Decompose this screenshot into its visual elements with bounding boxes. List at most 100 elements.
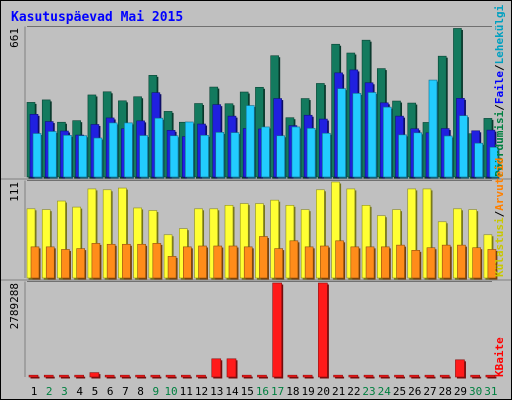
bar-kbaite-shadow xyxy=(45,376,55,379)
x-tick-label: 14 xyxy=(225,385,239,398)
bar-lehekülgi xyxy=(489,146,499,178)
bar-kbaite xyxy=(165,374,176,378)
bar-kbaite-shadow xyxy=(167,376,177,379)
bar-lehekülgi xyxy=(230,132,240,178)
legend-middle-panel: Külastusi/Arvuteid xyxy=(493,158,506,277)
bar-arvuteid xyxy=(183,246,192,279)
bar-kbaite xyxy=(348,374,359,378)
x-tick-label: 4 xyxy=(76,385,83,398)
bar-arvuteid xyxy=(411,250,421,279)
bar-kbaite-shadow xyxy=(60,376,70,379)
bar-arvuteid xyxy=(380,246,390,279)
bar-lehekülgi xyxy=(63,134,72,178)
bar-arvuteid xyxy=(426,247,436,279)
x-tick-label: 10 xyxy=(164,385,177,398)
bar-kbaite xyxy=(211,358,222,378)
bar-kbaite xyxy=(181,374,191,378)
bar-kbaite-shadow xyxy=(380,376,390,379)
bar-arvuteid xyxy=(152,243,162,279)
bar-kbaite xyxy=(28,374,39,378)
bar-arvuteid xyxy=(320,245,329,279)
bar-arvuteid xyxy=(61,249,70,279)
bar-arvuteid xyxy=(198,245,207,279)
bar-kbaite xyxy=(272,282,282,378)
bar-lehekülgi xyxy=(398,134,407,178)
bar-arvuteid xyxy=(122,243,131,279)
bar-lehekülgi xyxy=(47,131,57,178)
bar-kbaite-shadow xyxy=(243,376,253,379)
bar-arvuteid xyxy=(365,246,375,279)
bar-arvuteid xyxy=(335,240,344,279)
bar-lehekülgi xyxy=(474,142,483,178)
bar-kbaite xyxy=(196,374,206,378)
bar-lehekülgi xyxy=(382,106,392,178)
bar-lehekülgi xyxy=(245,105,255,178)
bar-lehekülgi xyxy=(291,126,301,178)
legend-entry: / xyxy=(493,104,506,111)
bar-kbaite-shadow xyxy=(411,376,421,379)
bar-kbaite-shadow xyxy=(472,376,482,379)
bar-lehekülgi xyxy=(428,79,438,178)
bar-lehekülgi xyxy=(154,117,164,178)
bar-arvuteid xyxy=(304,246,314,279)
bar-lehekülgi xyxy=(108,122,118,178)
bar-arvuteid xyxy=(350,246,360,279)
bar-lehekülgi xyxy=(276,135,285,178)
x-tick-label: 30 xyxy=(469,385,482,398)
bar-lehekülgi xyxy=(124,122,133,178)
bar-kbaite xyxy=(104,374,115,378)
bar-kbaite xyxy=(485,374,496,378)
bar-kbaite xyxy=(424,374,435,378)
bar-kbaite-shadow xyxy=(76,376,86,379)
bar-kbaite xyxy=(89,372,100,378)
bar-kbaite xyxy=(378,374,389,378)
x-tick-label: 12 xyxy=(195,385,208,398)
legend-entry: Külastusi xyxy=(493,217,506,277)
x-tick-label: 19 xyxy=(302,385,315,398)
bar-lehekülgi xyxy=(413,132,423,178)
bar-arvuteid xyxy=(76,248,85,279)
x-tick-label: 2 xyxy=(46,385,53,398)
bar-lehekülgi xyxy=(139,135,148,178)
x-tick-label: 13 xyxy=(210,385,223,398)
x-tick-label: 23 xyxy=(362,385,375,398)
bar-lehekülgi xyxy=(185,121,194,178)
bar-kbaite-shadow xyxy=(350,376,360,379)
bar-lehekülgi xyxy=(459,115,468,178)
bar-arvuteid xyxy=(289,240,299,279)
bar-kbaite-shadow xyxy=(441,376,451,379)
legend-entry: Lehekülgi xyxy=(493,4,506,64)
legend-entry: / xyxy=(493,210,506,217)
bar-lehekülgi xyxy=(337,88,346,178)
x-tick-label: 22 xyxy=(347,385,360,398)
bar-kbaite xyxy=(439,374,450,378)
bar-kbaite xyxy=(455,359,465,378)
x-tick-label: 18 xyxy=(286,385,299,398)
legend-entry: Pöördumisi xyxy=(493,110,506,177)
x-tick-label: 31 xyxy=(484,385,497,398)
bar-arvuteid xyxy=(457,244,466,279)
bar-arvuteid xyxy=(45,246,55,279)
bar-kbaite-shadow xyxy=(198,376,208,379)
x-tick-label: 5 xyxy=(92,385,99,398)
bar-kbaite xyxy=(287,374,298,378)
bar-arvuteid xyxy=(274,248,283,279)
bar-kbaite xyxy=(409,374,420,378)
bar-arvuteid xyxy=(259,236,268,279)
bar-lehekülgi xyxy=(261,126,270,178)
bar-lehekülgi xyxy=(443,135,453,178)
bar-lehekülgi xyxy=(78,135,87,178)
x-tick-label: 3 xyxy=(61,385,68,398)
bar-arvuteid xyxy=(167,256,177,279)
bar-lehekülgi xyxy=(215,132,225,178)
x-tick-label: 8 xyxy=(137,385,144,398)
y-axis-max-label: 661 xyxy=(8,28,21,48)
bar-arvuteid xyxy=(441,244,451,279)
legend-bottom-panel: KBaite xyxy=(493,337,506,377)
bar-kbaite-shadow xyxy=(487,376,497,379)
bar-kbaite xyxy=(59,374,69,378)
bar-kbaite xyxy=(302,374,313,378)
x-tick-label: 15 xyxy=(241,385,254,398)
bar-kbaite-shadow xyxy=(365,376,375,379)
